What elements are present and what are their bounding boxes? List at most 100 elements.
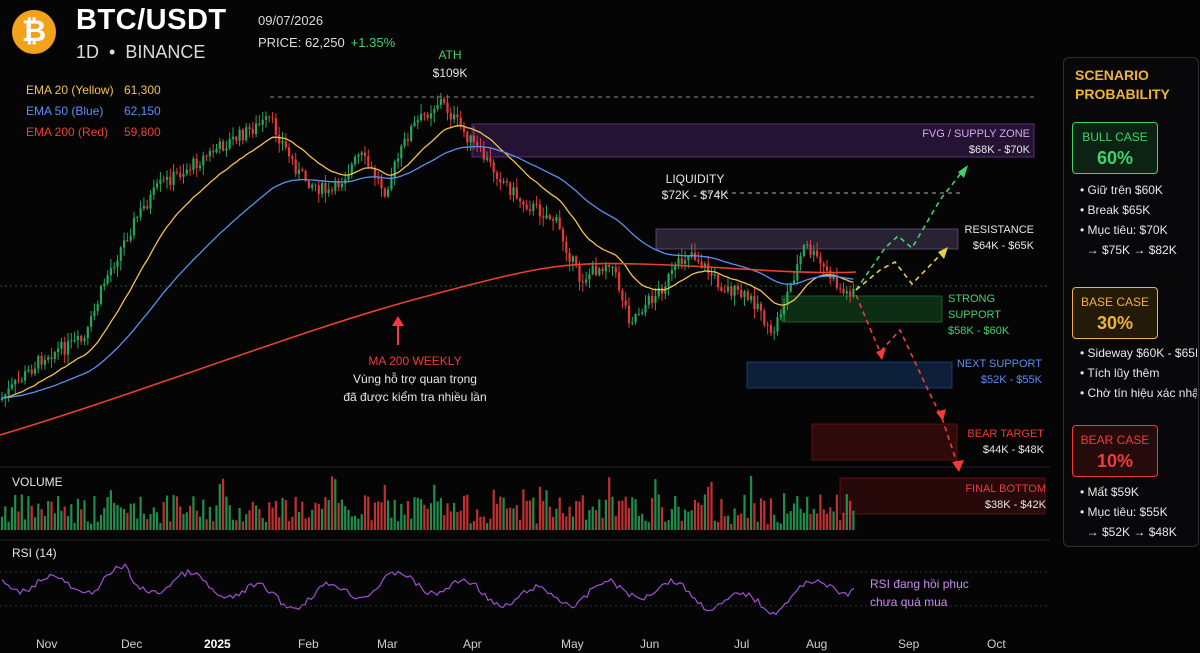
bear-case-bullets: • Mất $59K • Mục tiêu: $55K → $52K → $48… <box>1080 482 1177 542</box>
volume-bar <box>657 494 660 530</box>
volume-bar <box>717 522 720 530</box>
volume-bar <box>552 516 555 530</box>
volume-bar <box>538 486 541 530</box>
volume-bar <box>509 507 512 530</box>
volume-bar <box>611 496 614 530</box>
candle-body <box>307 180 310 188</box>
volume-bar <box>651 497 654 530</box>
candle-body <box>730 286 733 296</box>
volume-bar <box>129 503 132 530</box>
candle-body <box>255 123 258 135</box>
candle-body <box>565 241 568 253</box>
candle-body <box>195 158 198 169</box>
volume-bar <box>192 496 195 530</box>
volume-bar <box>545 490 548 530</box>
chart-date: 09/07/2026 <box>258 13 324 28</box>
volume-bar <box>627 507 631 530</box>
base-path <box>855 249 946 291</box>
base-arrow-head <box>938 247 948 259</box>
volume-bar <box>618 500 621 530</box>
volume-bar <box>446 503 449 530</box>
candle-body <box>472 135 475 142</box>
candle-body <box>4 394 7 398</box>
volume-bar <box>535 523 538 530</box>
volume-bar <box>70 504 73 530</box>
volume-bar <box>825 513 829 530</box>
volume-bar <box>677 506 680 530</box>
volume-bar <box>644 520 647 530</box>
volume-bar <box>802 512 805 530</box>
candle-body <box>505 181 508 183</box>
candle-body <box>66 341 70 355</box>
volume-bar <box>413 497 416 530</box>
volume-bar <box>555 508 558 530</box>
resistance-range: $64K - $65K <box>972 240 1034 252</box>
volume-bar <box>588 510 591 530</box>
candle-body <box>822 263 825 267</box>
candle-body <box>717 274 720 288</box>
volume-bar <box>96 521 99 530</box>
volume-bar <box>284 500 287 530</box>
volume-bar <box>733 508 736 530</box>
x-tick: Jun <box>640 637 660 651</box>
candle-body <box>370 166 373 168</box>
bull-case-card[interactable]: BULL CASE 60% <box>1072 122 1158 174</box>
volume-bar <box>86 521 89 530</box>
candle-body <box>311 184 314 188</box>
volume-bar <box>750 475 753 530</box>
volume-bar <box>182 513 185 530</box>
candle-body <box>271 117 274 119</box>
candle-body <box>512 187 515 196</box>
volume-bar <box>212 521 215 530</box>
volume-bar <box>456 511 459 530</box>
next-support-range: $52K - $55K <box>980 374 1042 386</box>
candle-body <box>222 141 225 151</box>
volume-bar <box>106 497 109 530</box>
candle-body <box>123 240 126 248</box>
volume-bar <box>80 509 83 530</box>
volume-bar <box>400 503 403 530</box>
base-case-bullets: • Sideway $60K - $65K • Tích lũy thêm • … <box>1080 343 1197 403</box>
candle-body <box>357 154 360 157</box>
candle-body <box>20 380 23 382</box>
candle-body <box>532 203 535 211</box>
volume-bar <box>93 496 96 530</box>
candle-body <box>555 217 558 221</box>
volume-bar <box>17 511 20 530</box>
volume-bar <box>0 516 4 530</box>
candle-body <box>212 150 215 153</box>
volume-bar <box>324 497 327 530</box>
candle-body <box>578 265 581 282</box>
candle-body <box>185 169 188 174</box>
volume-bar <box>565 516 568 530</box>
volume-bar <box>142 513 145 530</box>
candle-body <box>842 288 845 294</box>
volume-bar <box>205 519 208 530</box>
volume-bar <box>149 514 152 530</box>
volume-bar <box>690 510 693 530</box>
candle-body <box>621 290 624 301</box>
candle-body <box>251 129 254 135</box>
volume-bar <box>350 516 353 530</box>
volume-bar <box>571 516 574 530</box>
liquidity-title: LIQUIDITY <box>665 172 725 186</box>
volume-bar <box>753 503 756 530</box>
x-tick: Oct <box>987 637 1006 651</box>
candle-body <box>238 129 241 141</box>
volume-bar <box>327 500 330 530</box>
candle-body <box>753 296 756 310</box>
x-tick: Feb <box>298 637 319 651</box>
volume-bar <box>439 498 442 530</box>
candle-body <box>726 286 730 292</box>
candle-body <box>192 158 195 171</box>
candle-body <box>179 172 182 177</box>
volume-bar <box>268 502 271 530</box>
price-change: +1.35% <box>350 35 396 50</box>
volume-bar <box>453 502 456 530</box>
base-case-card[interactable]: BASE CASE 30% <box>1072 287 1158 339</box>
volume-bar <box>697 502 700 530</box>
bear-case-card[interactable]: BEAR CASE 10% <box>1072 425 1158 477</box>
volume-bar <box>519 519 522 530</box>
candle-body <box>208 150 211 157</box>
